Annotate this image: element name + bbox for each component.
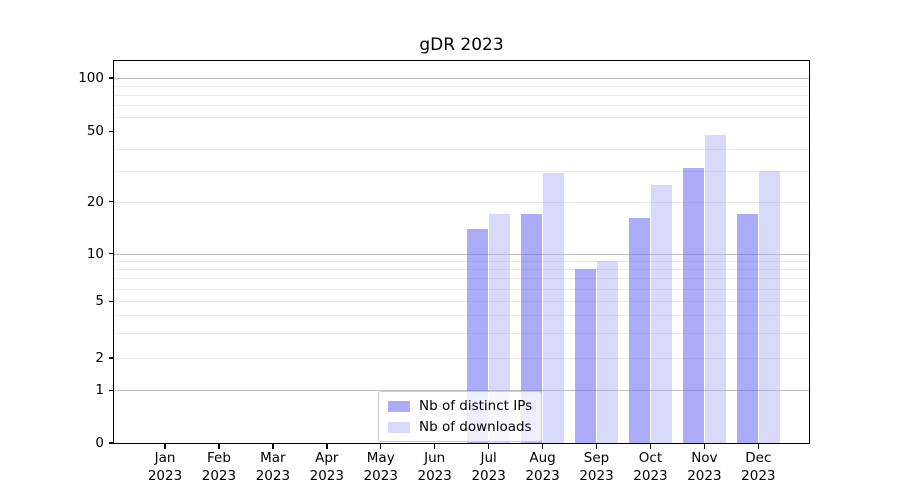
legend-label-downloads: Nb of downloads bbox=[419, 419, 532, 435]
y-tick-1 bbox=[108, 389, 114, 392]
x-tick-label-nov: Nov 2023 bbox=[687, 450, 722, 484]
x-tick-jul bbox=[487, 444, 490, 449]
x-tick-apr bbox=[326, 444, 328, 449]
y-tick-0 bbox=[108, 442, 114, 444]
gridline-minor-3 bbox=[114, 332, 809, 334]
x-tick-label-jan: Jan 2023 bbox=[147, 450, 183, 484]
y-tick-label-1: 1 bbox=[95, 382, 104, 399]
gridline-minor-80 bbox=[114, 95, 809, 97]
y-tick-5 bbox=[108, 300, 114, 303]
gridline-minor-9 bbox=[114, 260, 809, 262]
gridline-minor-7 bbox=[114, 278, 809, 280]
legend-item-distinct-ips: Nb of distinct IPs bbox=[388, 397, 532, 415]
bar-ips-oct bbox=[629, 218, 651, 443]
x-tick-label-oct: Oct 2023 bbox=[633, 450, 668, 484]
bar-downloads-sep bbox=[596, 261, 618, 443]
bar-ips-jul bbox=[467, 228, 489, 443]
gridline-minor-70 bbox=[114, 105, 809, 107]
x-tick-label-jul: Jul 2023 bbox=[471, 450, 506, 484]
gridline-minor-4 bbox=[114, 315, 809, 317]
y-tick-label-0: 0 bbox=[95, 435, 104, 451]
gridline-minor-30 bbox=[114, 170, 809, 172]
plot-area bbox=[114, 61, 809, 443]
x-tick-label-apr: Apr 2023 bbox=[309, 450, 344, 484]
gridline-minor-90 bbox=[114, 86, 809, 88]
y-tick-label-10: 10 bbox=[86, 245, 104, 262]
x-tick-label-feb: Feb 2023 bbox=[201, 450, 237, 484]
x-tick-jan bbox=[164, 444, 166, 449]
gridline-major-10 bbox=[114, 253, 809, 255]
bar-downloads-dec bbox=[758, 170, 780, 443]
x-tick-label-aug: Aug 2023 bbox=[525, 450, 560, 484]
x-tick-label-mar: Mar 2023 bbox=[255, 450, 291, 484]
gridline-minor-5 bbox=[114, 301, 809, 303]
gridline-minor-20 bbox=[114, 201, 809, 203]
x-tick-label-jun: Jun 2023 bbox=[417, 450, 452, 484]
y-tick-label-20: 20 bbox=[86, 193, 104, 210]
bar-downloads-jul bbox=[489, 213, 511, 443]
y-tick-50 bbox=[108, 130, 114, 133]
legend-item-downloads: Nb of downloads bbox=[388, 418, 532, 436]
chart-title: gDR 2023 bbox=[419, 35, 504, 55]
gridline-minor-60 bbox=[114, 117, 809, 119]
gridline-minor-2 bbox=[114, 358, 809, 359]
y-tick-100 bbox=[108, 77, 114, 79]
bar-ips-dec bbox=[736, 213, 758, 443]
bar-ips-sep bbox=[575, 269, 597, 443]
x-tick-mar bbox=[272, 444, 274, 449]
bar-ips-aug bbox=[521, 213, 543, 443]
x-tick-nov bbox=[703, 444, 706, 449]
y-tick-label-2: 2 bbox=[95, 350, 104, 366]
x-tick-sep bbox=[595, 444, 598, 449]
gridline-minor-8 bbox=[114, 269, 809, 271]
x-tick-dec bbox=[757, 444, 760, 449]
x-tick-aug bbox=[541, 444, 544, 449]
y-tick-label-5: 5 bbox=[95, 293, 104, 310]
bar-downloads-nov bbox=[704, 134, 726, 443]
y-tick-label-100: 100 bbox=[78, 70, 104, 86]
legend: Nb of distinct IPs Nb of downloads bbox=[378, 391, 543, 442]
bar-ips-nov bbox=[683, 168, 704, 443]
x-tick-label-may: May 2023 bbox=[363, 450, 398, 484]
x-tick-jun bbox=[434, 444, 436, 449]
x-tick-label-sep: Sep 2023 bbox=[579, 450, 614, 484]
y-tick-10 bbox=[108, 253, 114, 255]
x-tick-label-dec: Dec 2023 bbox=[741, 450, 776, 484]
y-tick-2 bbox=[108, 357, 114, 359]
gridline-minor-6 bbox=[114, 288, 809, 290]
gridline-major-100 bbox=[114, 78, 809, 79]
legend-label-distinct-ips: Nb of distinct IPs bbox=[419, 398, 533, 414]
bar-downloads-aug bbox=[542, 173, 564, 443]
x-tick-oct bbox=[649, 444, 652, 449]
y-tick-label-50: 50 bbox=[86, 123, 104, 140]
x-tick-may bbox=[380, 444, 382, 449]
gridline-minor-40 bbox=[114, 148, 809, 150]
legend-swatch-distinct-ips bbox=[388, 400, 410, 412]
legend-swatch-downloads bbox=[388, 421, 410, 433]
x-tick-feb bbox=[218, 444, 220, 449]
gridline-major-1 bbox=[114, 390, 809, 392]
bar-downloads-oct bbox=[650, 184, 672, 443]
y-tick-20 bbox=[108, 201, 114, 203]
